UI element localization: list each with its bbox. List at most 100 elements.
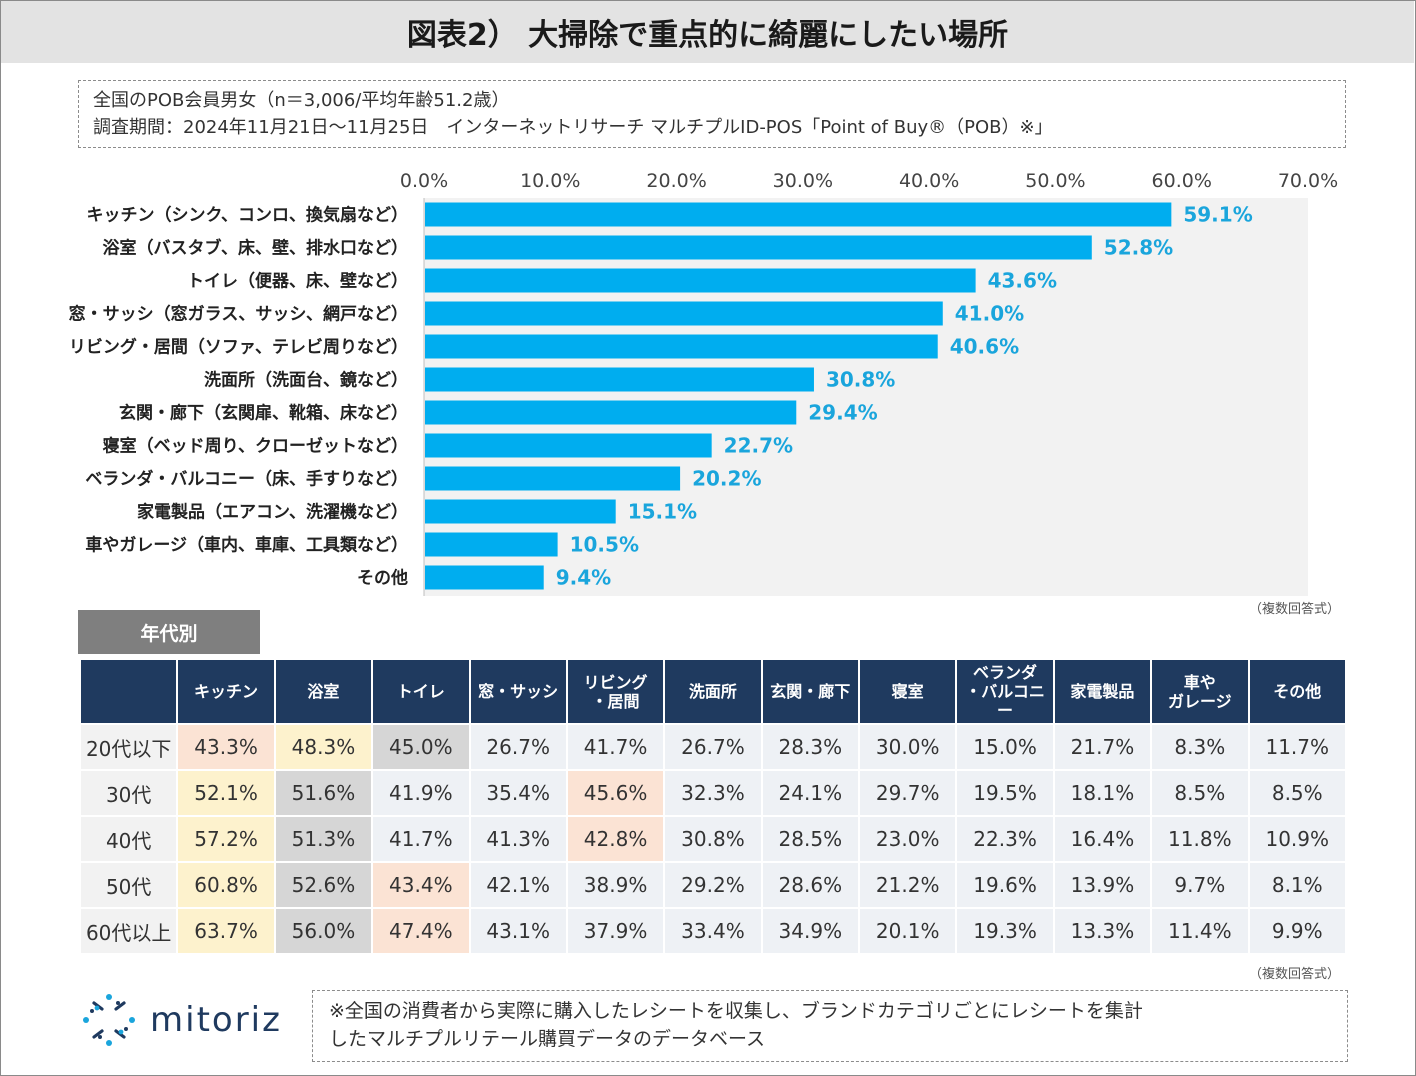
age-group-table: キッチン 浴室 トイレ 窓・サッシ リビング ・居間 洗面所 玄関・廊下 寝室 ベランダ ・バルコニ… xyxy=(79,658,1347,955)
x-tick-label: 60.0% xyxy=(1152,170,1212,192)
x-tick-label: 0.0% xyxy=(400,170,448,192)
category-label: ベランダ・バルコニー（床、手すりなど） xyxy=(85,469,408,490)
x-tick-label: 10.0% xyxy=(520,170,580,192)
table-cell: 9.9% xyxy=(1249,909,1345,953)
table-cell: 13.9% xyxy=(1054,863,1151,907)
table-cell: 34.9% xyxy=(762,909,858,953)
table-cell: 8.5% xyxy=(1249,771,1345,815)
column-header: トイレ xyxy=(373,660,469,723)
footnote-box: ※全国の消費者から実際に購入したレシートを収集し、ブランドカテゴリごとにレシート… xyxy=(312,990,1348,1062)
column-header: 洗面所 xyxy=(665,660,761,723)
data-label: 52.8% xyxy=(1104,236,1173,260)
column-header: ベランダ ・バルコニー xyxy=(957,660,1053,723)
category-label: 窓・サッシ（窓ガラス、サッシ、網戸など） xyxy=(69,304,408,325)
age-group-tab-label: 年代別 xyxy=(78,610,260,654)
table-cell: 48.3% xyxy=(275,725,372,769)
table-cell: 56.0% xyxy=(275,909,372,953)
table-cell: 45.0% xyxy=(373,725,469,769)
logo-text: mitoriz xyxy=(150,1000,282,1040)
survey-info-line-1: 全国のPOB会員男女（n＝3,006/平均年齢51.2歳） xyxy=(93,90,510,111)
bar xyxy=(425,202,1172,227)
table-cell: 41.9% xyxy=(373,771,469,815)
category-label: トイレ（便器、床、壁など） xyxy=(187,271,408,292)
category-label: 車やガレージ（車内、車庫、工具類など） xyxy=(85,535,408,556)
table-cell: 52.1% xyxy=(178,771,274,815)
category-label: 玄関・廊下（玄関扉、靴箱、床など） xyxy=(119,403,408,424)
bar-chart-svg: 0.0% 10.0% 20.0% 30.0% 40.0% 50.0% 60.0% 70.0% キ… xyxy=(69,170,1338,596)
table-cell: 10.9% xyxy=(1249,817,1345,861)
category-label: 家電製品（エアコン、洗濯機など） xyxy=(137,502,408,523)
table-cell: 28.5% xyxy=(762,817,858,861)
table-cell: 45.6% xyxy=(567,771,664,815)
category-label: 浴室（バスタブ、床、壁、排水口など） xyxy=(103,238,409,259)
data-label: 20.2% xyxy=(692,467,761,491)
column-header: その他 xyxy=(1249,660,1345,723)
bar xyxy=(425,565,544,590)
table-cell: 57.2% xyxy=(178,817,274,861)
table-multi-answer-note: （複数回答式） xyxy=(1248,967,1340,982)
bar xyxy=(425,499,616,524)
table-cell: 20.1% xyxy=(860,909,956,953)
table-cell: 41.3% xyxy=(470,817,566,861)
x-tick-label: 30.0% xyxy=(773,170,833,192)
chart-multi-answer-note: （複数回答式） xyxy=(1248,602,1340,617)
age-group-label: 30代 xyxy=(81,771,177,815)
bar xyxy=(425,532,558,557)
data-label: 29.4% xyxy=(808,401,877,425)
table-cell: 21.2% xyxy=(860,863,956,907)
table-row: 30代 52.1% 51.6% 41.9% 35.4% 45.6% 32.3% 24.1% 29… xyxy=(81,771,1345,815)
table-cell: 13.3% xyxy=(1054,909,1151,953)
bar xyxy=(425,334,938,359)
table-cell: 30.0% xyxy=(860,725,956,769)
table-cell: 26.7% xyxy=(665,725,761,769)
mitoriz-logo: mitoriz xyxy=(80,990,300,1050)
page-title: 図表2） 大掃除で重点的に綺麗にしたい場所 xyxy=(1,1,1414,63)
table-cell: 29.2% xyxy=(665,863,761,907)
column-header: 窓・サッシ xyxy=(470,660,566,723)
x-tick-label: 50.0% xyxy=(1025,170,1085,192)
table-row: 60代以上 63.7% 56.0% 47.4% 43.1% 37.9% 33.4% 34.9%… xyxy=(81,909,1345,953)
table-cell: 9.7% xyxy=(1152,863,1248,907)
table-cell: 33.4% xyxy=(665,909,761,953)
table-cell: 60.8% xyxy=(178,863,274,907)
table-cell: 28.6% xyxy=(762,863,858,907)
table-cell: 26.7% xyxy=(470,725,566,769)
data-label: 30.8% xyxy=(826,368,895,392)
table-cell: 52.6% xyxy=(275,863,372,907)
survey-info-box: 全国のPOB会員男女（n＝3,006/平均年齢51.2歳） 調査期間：2024年… xyxy=(78,80,1346,148)
data-label: 40.6% xyxy=(950,335,1019,359)
column-header: キッチン xyxy=(178,660,274,723)
table-row: 40代 57.2% 51.3% 41.7% 41.3% 42.8% 30.8% 28.5% 23… xyxy=(81,817,1345,861)
data-label: 43.6% xyxy=(988,269,1057,293)
category-label: 寝室（ベッド周り、クローゼットなど） xyxy=(103,436,408,457)
table-cell: 18.1% xyxy=(1054,771,1151,815)
table-cell: 42.1% xyxy=(470,863,566,907)
category-label: キッチン（シンク、コンロ、換気扇など） xyxy=(87,205,408,226)
table-cell: 22.3% xyxy=(957,817,1053,861)
table-cell: 32.3% xyxy=(665,771,761,815)
bar xyxy=(425,235,1092,260)
table-cell: 8.3% xyxy=(1152,725,1248,769)
table-cell: 43.4% xyxy=(373,863,469,907)
age-group-label: 60代以上 xyxy=(81,909,177,953)
table-cell: 11.7% xyxy=(1249,725,1345,769)
bar xyxy=(425,433,712,458)
x-tick-label: 20.0% xyxy=(646,170,706,192)
table-cell: 41.7% xyxy=(567,725,664,769)
table-cell: 19.6% xyxy=(957,863,1053,907)
table-header-row: キッチン 浴室 トイレ 窓・サッシ リビング ・居間 洗面所 玄関・廊下 寝室 ベランダ ・バルコニ… xyxy=(81,660,1345,723)
category-label: その他 xyxy=(357,568,408,589)
bar xyxy=(425,268,976,293)
mitoriz-logo-icon xyxy=(83,994,135,1046)
table-cell: 11.4% xyxy=(1152,909,1248,953)
table-cell: 15.0% xyxy=(957,725,1053,769)
table-cell: 41.7% xyxy=(373,817,469,861)
table-cell: 51.6% xyxy=(275,771,372,815)
bar xyxy=(425,400,797,425)
bar-chart: 0.0% 10.0% 20.0% 30.0% 40.0% 50.0% 60.0% 70.0% キ… xyxy=(0,160,1416,620)
table-row: 20代以下 43.3% 48.3% 45.0% 26.7% 41.7% 26.7% 28.3%… xyxy=(81,725,1345,769)
category-label: リビング・居間（ソファ、テレビ周りなど） xyxy=(69,337,408,358)
table-cell: 37.9% xyxy=(567,909,664,953)
column-header: 玄関・廊下 xyxy=(762,660,858,723)
table-cell: 16.4% xyxy=(1054,817,1151,861)
